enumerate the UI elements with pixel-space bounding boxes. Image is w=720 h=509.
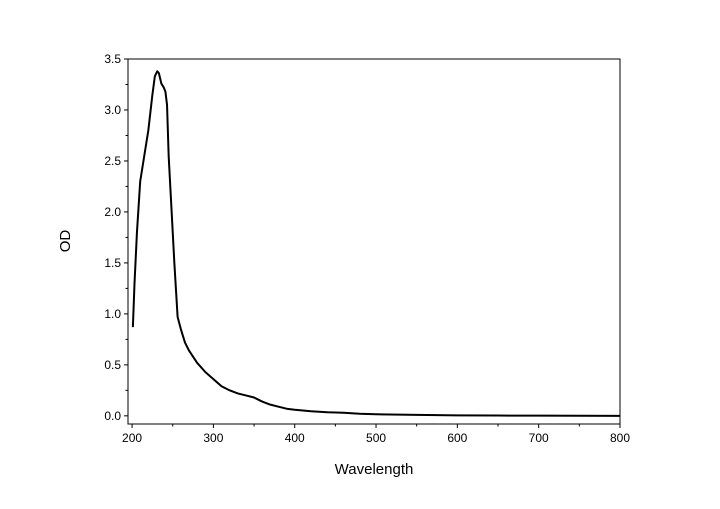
y-tick-label: 2.0 [104,205,121,219]
plot-frame [127,58,621,425]
x-tick-label: 400 [285,431,305,445]
y-tick-label: 3.0 [104,103,121,117]
y-axis-title: OD [57,230,74,253]
tick-labels: 200 300 400 500 600 700 800 0.0 0.5 1.0 1.5 2.0 2.5 3… [104,52,630,445]
y-tick-label: 3.5 [104,52,121,66]
x-tick-label: 500 [366,431,386,445]
x-tick-label: 800 [610,431,630,445]
x-tick-label: 700 [529,431,549,445]
y-tick-label: 2.5 [104,154,121,168]
series-line-od [131,70,621,417]
x-axis-title: Wavelength [335,461,414,478]
y-tick-label: 1.5 [104,256,121,270]
y-tick-label: 1.0 [104,307,121,321]
y-tick-label: 0.5 [104,358,121,372]
x-tick-label: 200 [122,431,142,445]
x-tick-label: 600 [447,431,467,445]
y-tick-label: 0.0 [104,409,121,423]
x-tick-label: 300 [203,431,223,445]
ticks [124,58,621,428]
